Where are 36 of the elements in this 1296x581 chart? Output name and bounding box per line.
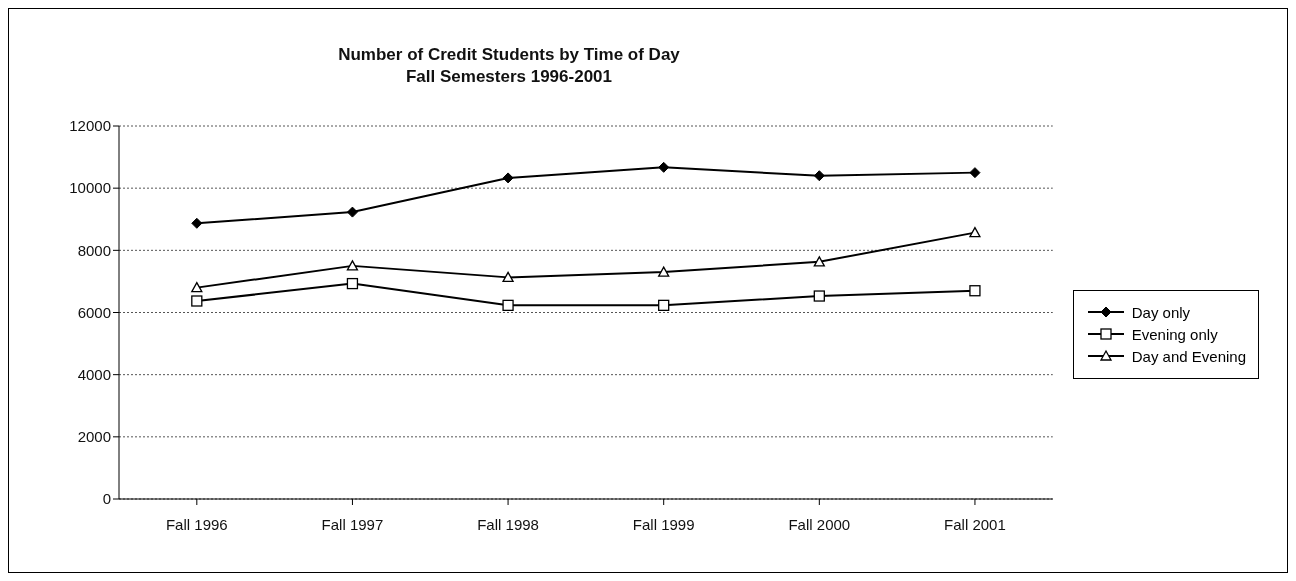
x-tick-label: Fall 1997 bbox=[321, 515, 384, 533]
point bbox=[346, 277, 359, 290]
point bbox=[502, 271, 514, 283]
chart-subtitle: Fall Semesters 1996-2001 bbox=[404, 67, 613, 87]
x-tick-label: Fall 2001 bbox=[944, 515, 1006, 533]
point bbox=[502, 172, 514, 184]
y-tick-label: 10000 bbox=[69, 179, 111, 197]
y-tick-label: 6000 bbox=[77, 303, 111, 321]
point bbox=[502, 299, 514, 311]
point bbox=[191, 281, 203, 293]
chart-title: Number of Credit Students by Time of Day bbox=[337, 45, 681, 65]
x-tick-label: Fall 1998 bbox=[477, 515, 539, 533]
point bbox=[969, 285, 981, 297]
y-tick-label: 8000 bbox=[77, 241, 111, 259]
x-tick-label: Fall 2000 bbox=[788, 515, 851, 533]
x-tick-label: Fall 1999 bbox=[632, 515, 695, 533]
point bbox=[191, 295, 203, 307]
point bbox=[658, 266, 670, 277]
y-tick-label: 2000 bbox=[77, 428, 111, 446]
legend-label: Day and Evening bbox=[1131, 347, 1246, 365]
point bbox=[346, 260, 359, 271]
y-tick-label: 12000 bbox=[69, 117, 111, 135]
point bbox=[969, 167, 981, 179]
point bbox=[813, 170, 825, 182]
point bbox=[191, 217, 203, 229]
point bbox=[813, 290, 825, 302]
legend-label: Evening only bbox=[1131, 325, 1218, 343]
point bbox=[969, 226, 981, 238]
point bbox=[346, 206, 358, 218]
legend-label: Day only bbox=[1131, 303, 1191, 321]
point bbox=[658, 161, 670, 173]
x-tick-label: Fall 1996 bbox=[165, 515, 228, 533]
y-tick-label: 4000 bbox=[77, 365, 111, 383]
point bbox=[658, 299, 670, 311]
y-tick-label: 0 bbox=[102, 490, 111, 508]
point bbox=[813, 256, 825, 267]
